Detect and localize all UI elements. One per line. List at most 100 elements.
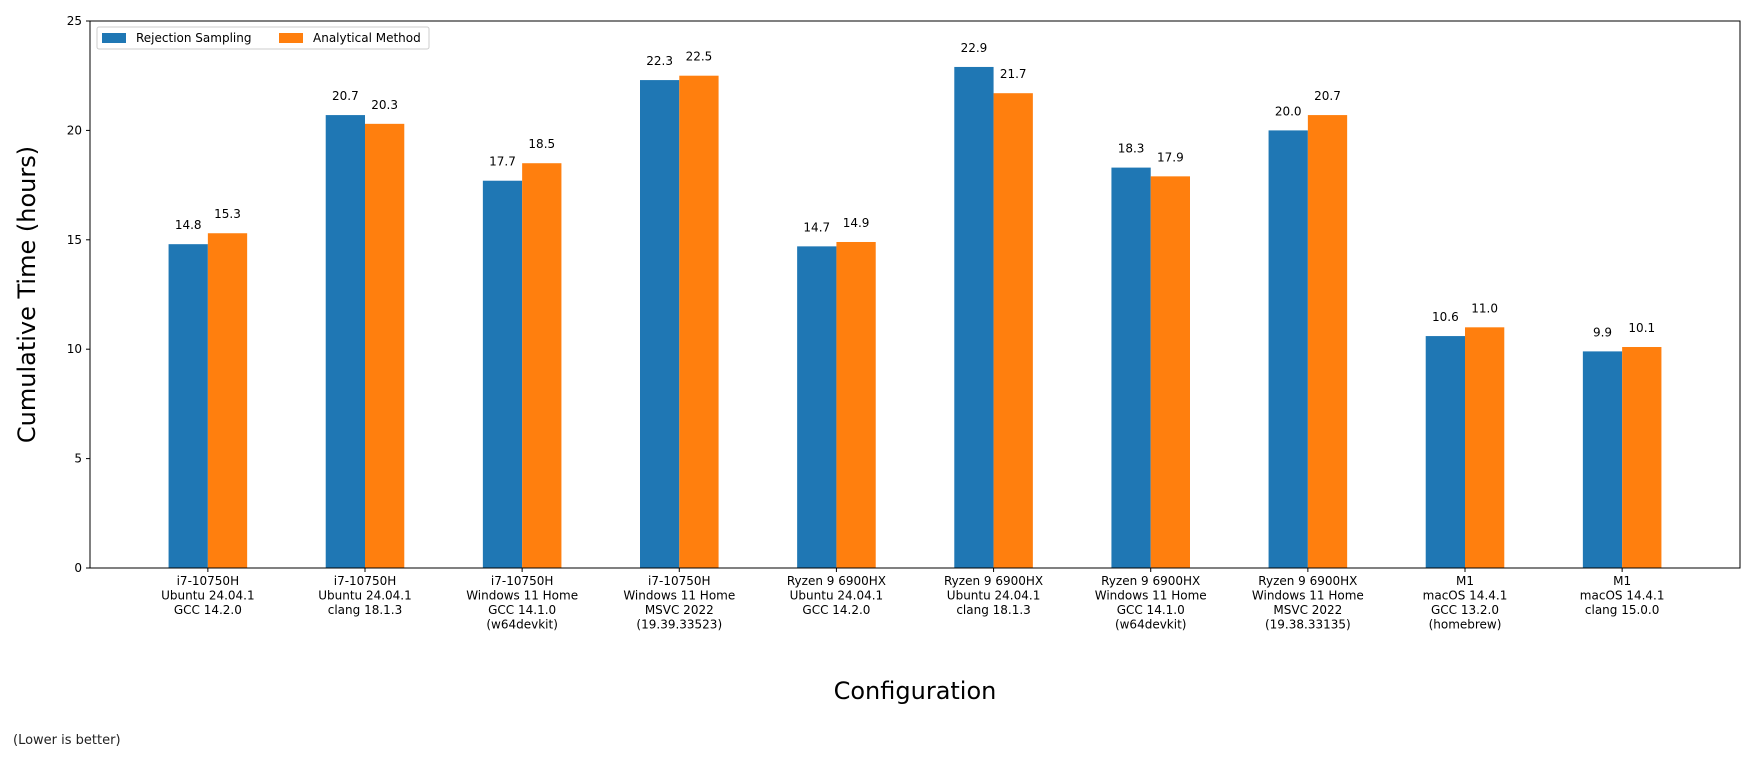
x-tick-label-line: Ubuntu 24.04.1 [161,589,255,603]
bar-analytical-4 [836,241,876,569]
value-label: 15.3 [214,207,241,221]
x-tick-label-line: i7-10750H [177,574,240,588]
bar-rejection-3 [640,80,680,568]
x-tick-label-line: clang 18.1.3 [956,603,1031,617]
value-label: 14.7 [803,220,830,234]
x-tick-label-line: Ubuntu 24.04.1 [947,589,1041,603]
x-tick-label: Ryzen 9 6900HX Windows 11 Home GCC 14.1.0(… [1095,574,1207,632]
bar-rejection-8 [1425,336,1465,568]
y-tick-label: 15 [67,233,82,247]
x-tick-label: Ryzen 9 6900HX Windows 11 Home MSVC 2022 (1… [1252,574,1364,632]
x-tick-label-line: macOS 14.4.1 [1580,589,1665,603]
x-tick-label-line: (19.39.33523) [636,618,722,632]
x-tick-label-line: Windows 11 Home [1095,589,1207,603]
value-label: 10.1 [1628,321,1655,335]
legend-label-rejection-sampling: Rejection Sampling [136,31,251,45]
value-label: 22.5 [686,50,713,64]
value-label: 9.9 [1593,325,1612,339]
x-tick-label-line: (19.38.33135) [1265,618,1351,632]
bar-analytical-2 [522,163,562,568]
legend-box [96,26,430,50]
x-tick-label-line: Windows 11 Home [623,589,735,603]
x-tick-label-line: GCC 14.1.0 [488,603,556,617]
x-tick-label-line: GCC 14.1.0 [1117,603,1185,617]
value-label: 10.6 [1432,310,1459,324]
x-tick-label: Ryzen 9 6900HX Ubuntu 24.04.1 clang 18.1.3 [944,574,1043,617]
x-tick-label-line: Ryzen 9 6900HX [944,574,1043,588]
bar-rejection-7 [1268,130,1308,568]
x-tick-label: Ryzen 9 6900HX Ubuntu 24.04.1 GCC 14.2.0 [787,574,886,617]
value-label: 20.0 [1275,104,1302,118]
x-tick-label-line: i7-10750H [648,574,711,588]
x-tick-label-line: Ryzen 9 6900HX [1258,574,1357,588]
x-tick-label-line: M1 [1456,574,1474,588]
x-tick-label-line: (homebrew) [1429,618,1502,632]
value-label: 22.3 [646,54,673,68]
x-tick-label: M1 macOS 14.4.1 clang 15.0.0 [1580,574,1665,617]
x-tick-label-line: GCC 13.2.0 [1431,603,1499,617]
bar-rejection-5 [954,66,994,568]
legend-swatch-rejection-sampling [102,33,126,43]
x-tick-label-line: M1 [1613,574,1631,588]
footnote: (Lower is better) [13,733,121,748]
x-tick-label-line: GCC 14.2.0 [174,603,242,617]
bars-layer [168,66,1662,569]
y-tick-label: 20 [67,123,82,137]
x-tick-label-line: Ryzen 9 6900HX [1101,574,1200,588]
x-tick-label: i7-10750H Windows 11 Home GCC 14.1.0 (w64de… [466,574,578,632]
x-tick-label-line: Ryzen 9 6900HX [787,574,886,588]
value-label: 14.8 [175,218,202,232]
x-axis-title: Configuration [834,677,997,705]
legend-swatch-analytical-method [279,33,303,43]
bar-analytical-5 [993,93,1033,568]
bar-analytical-9 [1622,347,1662,568]
value-label: 22.9 [961,41,988,55]
bar-analytical-3 [679,75,719,568]
value-label: 11.0 [1471,301,1498,315]
x-tick-label: i7-10750H Ubuntu 24.04.1 clang 18.1.3 [318,574,412,617]
legend-label-analytical-method: Analytical Method [313,31,421,45]
bar-analytical-6 [1150,176,1190,568]
bar-analytical-8 [1465,327,1505,568]
x-tick-label-line: (w64devkit) [1115,618,1187,632]
x-tick-label-line: GCC 14.2.0 [802,603,870,617]
x-tick-label-line: i7-10750H [334,574,397,588]
value-label: 20.7 [1314,89,1341,103]
value-label: 20.7 [332,89,359,103]
x-axis: i7-10750H Ubuntu 24.04.1 GCC 14.2.0i7-1075… [161,568,1664,632]
value-label: 18.5 [528,137,555,151]
value-label: 17.9 [1157,150,1184,164]
x-tick-label: i7-10750H Ubuntu 24.04.1 GCC 14.2.0 [161,574,255,617]
bar-analytical-7 [1307,115,1348,568]
x-tick-label-line: Windows 11 Home [1252,589,1364,603]
y-axis: 0 5 10 15 20 25 [67,14,90,575]
y-tick-label: 10 [67,342,82,356]
legend: Rejection Sampling Analytical Method [96,26,430,50]
value-label: 18.3 [1118,142,1145,156]
x-tick-label-line: i7-10750H [491,574,554,588]
bar-rejection-1 [325,115,365,568]
bar-rejection-2 [482,180,523,568]
x-tick-label: i7-10750H Windows 11 Home MSVC 2022 (19.39.… [623,574,735,632]
x-tick-label-line: clang 18.1.3 [328,603,403,617]
x-tick-label-line: MSVC 2022 [1273,603,1342,617]
x-tick-label-line: Windows 11 Home [466,589,578,603]
bar-rejection-0 [168,244,208,568]
bar-analytical-0 [207,233,248,569]
value-label: 20.3 [371,98,398,112]
value-label: 21.7 [1000,67,1027,81]
x-tick-label-line: Ubuntu 24.04.1 [318,589,412,603]
y-tick-label: 0 [74,561,82,575]
bar-rejection-4 [797,246,837,569]
x-tick-label: M1 macOS 14.4.1 GCC 13.2.0 (homebrew) [1423,574,1508,632]
bar-rejection-6 [1111,167,1151,568]
x-tick-label-line: Ubuntu 24.04.1 [790,589,884,603]
value-label: 14.9 [843,216,870,230]
y-tick-label: 5 [74,452,82,466]
x-tick-label-line: macOS 14.4.1 [1423,589,1508,603]
x-tick-label-line: clang 15.0.0 [1585,603,1660,617]
x-tick-label-line: (w64devkit) [486,618,558,632]
y-tick-label: 25 [67,14,82,28]
x-tick-label-line: MSVC 2022 [645,603,714,617]
